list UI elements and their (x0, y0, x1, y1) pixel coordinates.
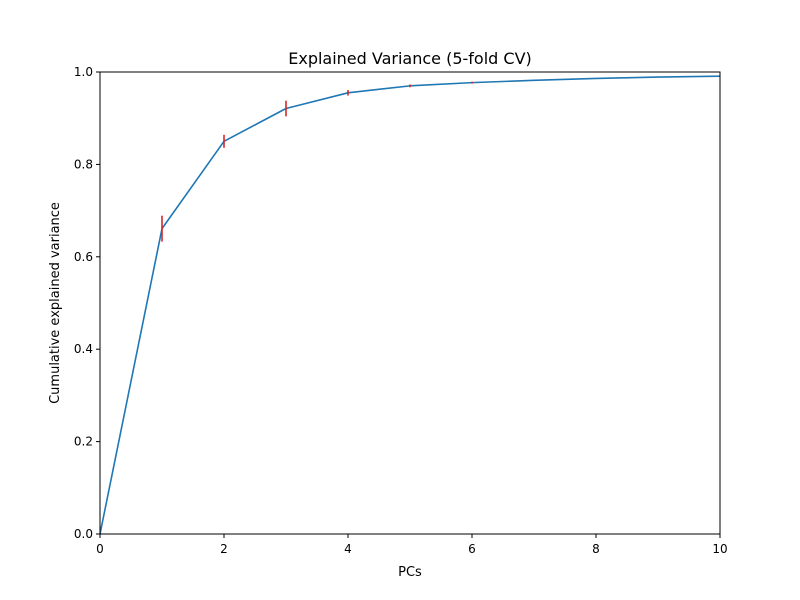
plot-background (100, 72, 720, 534)
x-axis-ticks: 0 2 4 6 8 10 (96, 534, 728, 556)
x-axis-label: PCs (398, 565, 422, 580)
x-tick-label: 0 (96, 542, 104, 556)
chart-title: Explained Variance (5-fold CV) (288, 49, 532, 68)
y-tick-label: 1.0 (74, 65, 93, 79)
x-tick-label: 2 (220, 542, 228, 556)
y-tick-label: 0.2 (74, 435, 93, 449)
y-tick-label: 0.6 (74, 250, 93, 264)
y-axis-label: Cumulative explained variance (48, 202, 63, 404)
y-tick-label: 0.4 (74, 342, 93, 356)
x-tick-label: 4 (344, 542, 352, 556)
y-tick-label: 0.8 (74, 157, 93, 171)
x-tick-label: 10 (712, 542, 727, 556)
x-tick-label: 6 (468, 542, 476, 556)
y-tick-label: 0.0 (74, 527, 93, 541)
errorbar-layer (161, 81, 473, 242)
x-tick-label: 8 (592, 542, 600, 556)
y-axis-ticks: 0.0 0.2 0.4 0.6 0.8 1.0 (74, 65, 100, 541)
plot-frame (99, 71, 721, 535)
